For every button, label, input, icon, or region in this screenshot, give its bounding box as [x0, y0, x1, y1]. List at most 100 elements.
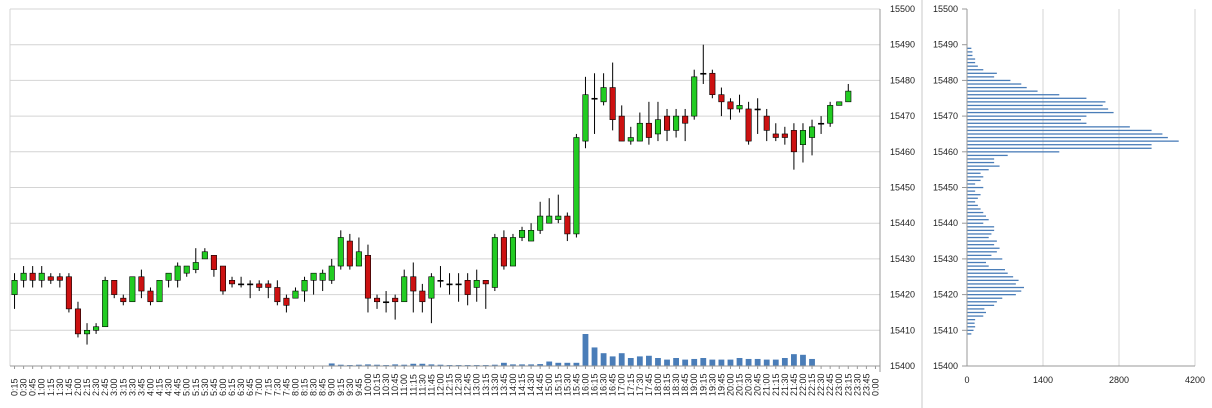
candle [392, 294, 399, 320]
time-tick-label: 8:15 [300, 378, 310, 396]
time-tick-label: 14:45 [535, 373, 545, 396]
candle-body [147, 290, 154, 303]
candle-body [600, 87, 607, 103]
candle-body [582, 94, 589, 142]
candle [473, 269, 480, 302]
profile-bar [967, 226, 995, 228]
candle-body [509, 237, 516, 267]
profile-bar [967, 72, 997, 74]
profile-bar [967, 61, 976, 64]
candle [355, 237, 362, 267]
candle-body [56, 276, 63, 281]
candle-body [654, 119, 661, 135]
time-tick-label: 0:30 [19, 378, 29, 396]
candle [682, 108, 689, 142]
profile-bar [967, 329, 974, 331]
time-tick-label: 12:30 [454, 373, 464, 396]
candle-body [627, 137, 634, 142]
candle [582, 76, 589, 149]
candle [718, 87, 725, 117]
candle [56, 273, 63, 288]
candle-body [374, 297, 381, 303]
time-tick-label: 21:15 [771, 373, 781, 396]
candle [618, 105, 625, 142]
candle [238, 276, 245, 288]
time-tick-label: 11:45 [426, 374, 436, 396]
profile-bar [967, 101, 1106, 103]
candle-body [355, 251, 362, 267]
profile-bar [967, 197, 978, 199]
time-tick-label: 21:45 [789, 373, 799, 396]
volume-bar [745, 358, 752, 366]
candle [65, 273, 72, 313]
profile-bar [967, 233, 992, 235]
volume-bars [328, 334, 815, 366]
price-tick-label: 15440 [890, 218, 915, 228]
volume-bar [374, 364, 380, 366]
candle-body [111, 280, 118, 295]
candle-body [428, 276, 435, 299]
candle-body [156, 280, 163, 303]
candle [836, 101, 843, 106]
volume-bar [419, 363, 426, 366]
time-tick-label: 0:45 [28, 378, 38, 396]
time-tick-label: 23:45 [861, 373, 871, 396]
profile-bar [967, 272, 1008, 274]
axes [9, 0, 1195, 408]
candle-body [274, 287, 281, 303]
candle [328, 258, 335, 284]
candle [754, 98, 761, 134]
candle [727, 98, 734, 120]
candle [102, 276, 109, 328]
candle-body [500, 237, 507, 267]
candle-body [138, 276, 145, 292]
candle-body [473, 280, 480, 288]
time-tick-label: 18:30 [671, 373, 681, 396]
profile-bar [967, 236, 989, 239]
profile-bar [967, 76, 995, 78]
candle [509, 233, 516, 267]
volume-bar [519, 364, 525, 366]
candle-body [827, 105, 834, 124]
profile-bar [967, 258, 1003, 260]
time-tick-label: 1:45 [64, 378, 74, 396]
profile-bar [967, 254, 992, 257]
volume-bar [328, 363, 335, 366]
profile-bar [967, 276, 1014, 278]
time-tick-label: 5:30 [200, 378, 210, 396]
candle [419, 283, 426, 313]
volume-bar [800, 354, 806, 366]
profile-bar [967, 133, 1163, 135]
profile-bar [967, 144, 1152, 146]
candle [709, 69, 716, 99]
candle [138, 269, 145, 299]
candle-body [283, 297, 290, 306]
time-tick-label: 14:00 [508, 373, 518, 396]
time-tick-label: 12:00 [435, 373, 445, 396]
profile-x-label: 2800 [1109, 375, 1129, 385]
profile-bar [967, 179, 981, 182]
candle [745, 101, 752, 145]
profile-price-label: 15440 [933, 218, 958, 228]
profile-bar [967, 140, 1179, 142]
candle-body [772, 133, 779, 138]
time-tick-label: 18:45 [680, 373, 690, 396]
time-tick-label: 18:15 [662, 373, 672, 396]
candle [799, 123, 806, 163]
price-tick-label: 15430 [890, 254, 915, 264]
candle [247, 280, 254, 299]
volume-bar [609, 356, 616, 366]
profile-bar [967, 176, 984, 178]
candle-body [673, 115, 680, 131]
candle [446, 273, 453, 295]
volume-bar [691, 358, 698, 366]
profile-bar [967, 151, 1060, 153]
candle [573, 133, 580, 238]
candle-body [238, 283, 245, 286]
candle [781, 126, 788, 145]
candle-body [165, 272, 172, 281]
profile-bar [967, 90, 1038, 92]
time-tick-label: 7:30 [272, 378, 282, 396]
candle-body [74, 308, 81, 335]
